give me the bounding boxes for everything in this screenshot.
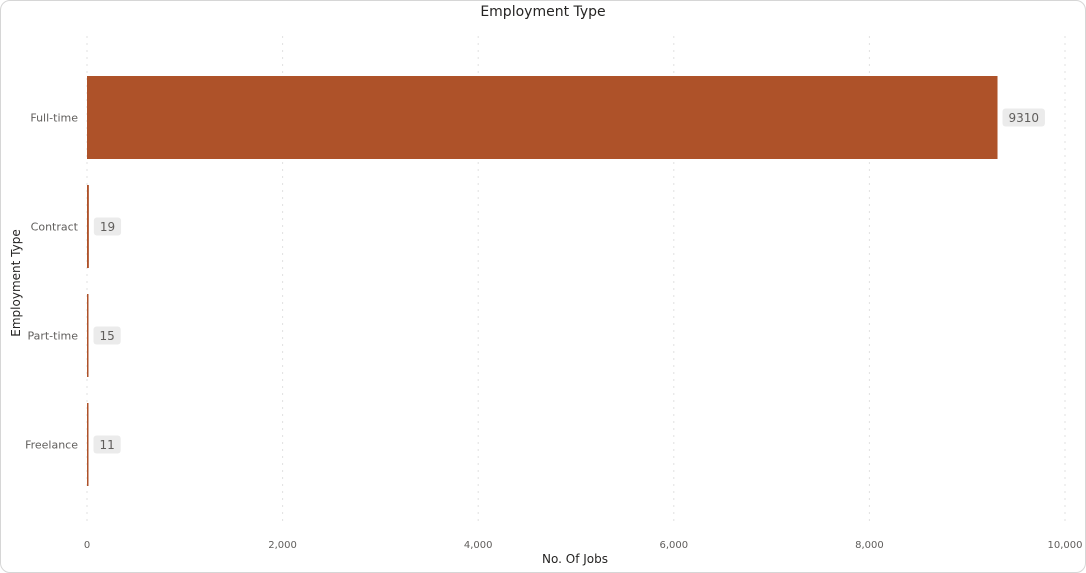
bars — [87, 76, 998, 486]
bar[interactable] — [87, 76, 998, 159]
x-tick-label: 8,000 — [855, 540, 884, 551]
bar[interactable] — [87, 403, 89, 486]
data-label-background — [93, 435, 121, 454]
data-label: 15 — [99, 329, 114, 343]
category-labels: Full-time Contract Part-time Freelance — [25, 112, 79, 452]
data-label-background — [93, 326, 121, 345]
data-label: 19 — [100, 220, 115, 234]
data-labels: 9310 19 15 11 — [93, 108, 1045, 454]
chart-title: Employment Type — [480, 4, 606, 20]
x-tick-label: 2,000 — [268, 540, 297, 551]
category-label: Full-time — [30, 112, 78, 125]
data-label: 9310 — [1008, 111, 1039, 125]
category-label: Part-time — [27, 330, 78, 343]
data-label-background — [93, 217, 122, 236]
bar[interactable] — [87, 185, 89, 268]
x-tick-labels: 0 2,000 4,000 6,000 8,000 10,000 — [84, 540, 1083, 551]
x-tick-label: 4,000 — [464, 540, 493, 551]
category-label: Contract — [31, 221, 79, 234]
x-tick-label: 6,000 — [659, 540, 688, 551]
data-label: 11 — [99, 438, 114, 452]
x-tick-label: 0 — [84, 540, 90, 551]
data-label-background — [1002, 108, 1045, 127]
x-tick-label: 10,000 — [1048, 540, 1083, 551]
bar[interactable] — [87, 294, 89, 377]
category-label: Freelance — [25, 439, 78, 452]
x-axis-title: No. Of Jobs — [542, 552, 608, 566]
